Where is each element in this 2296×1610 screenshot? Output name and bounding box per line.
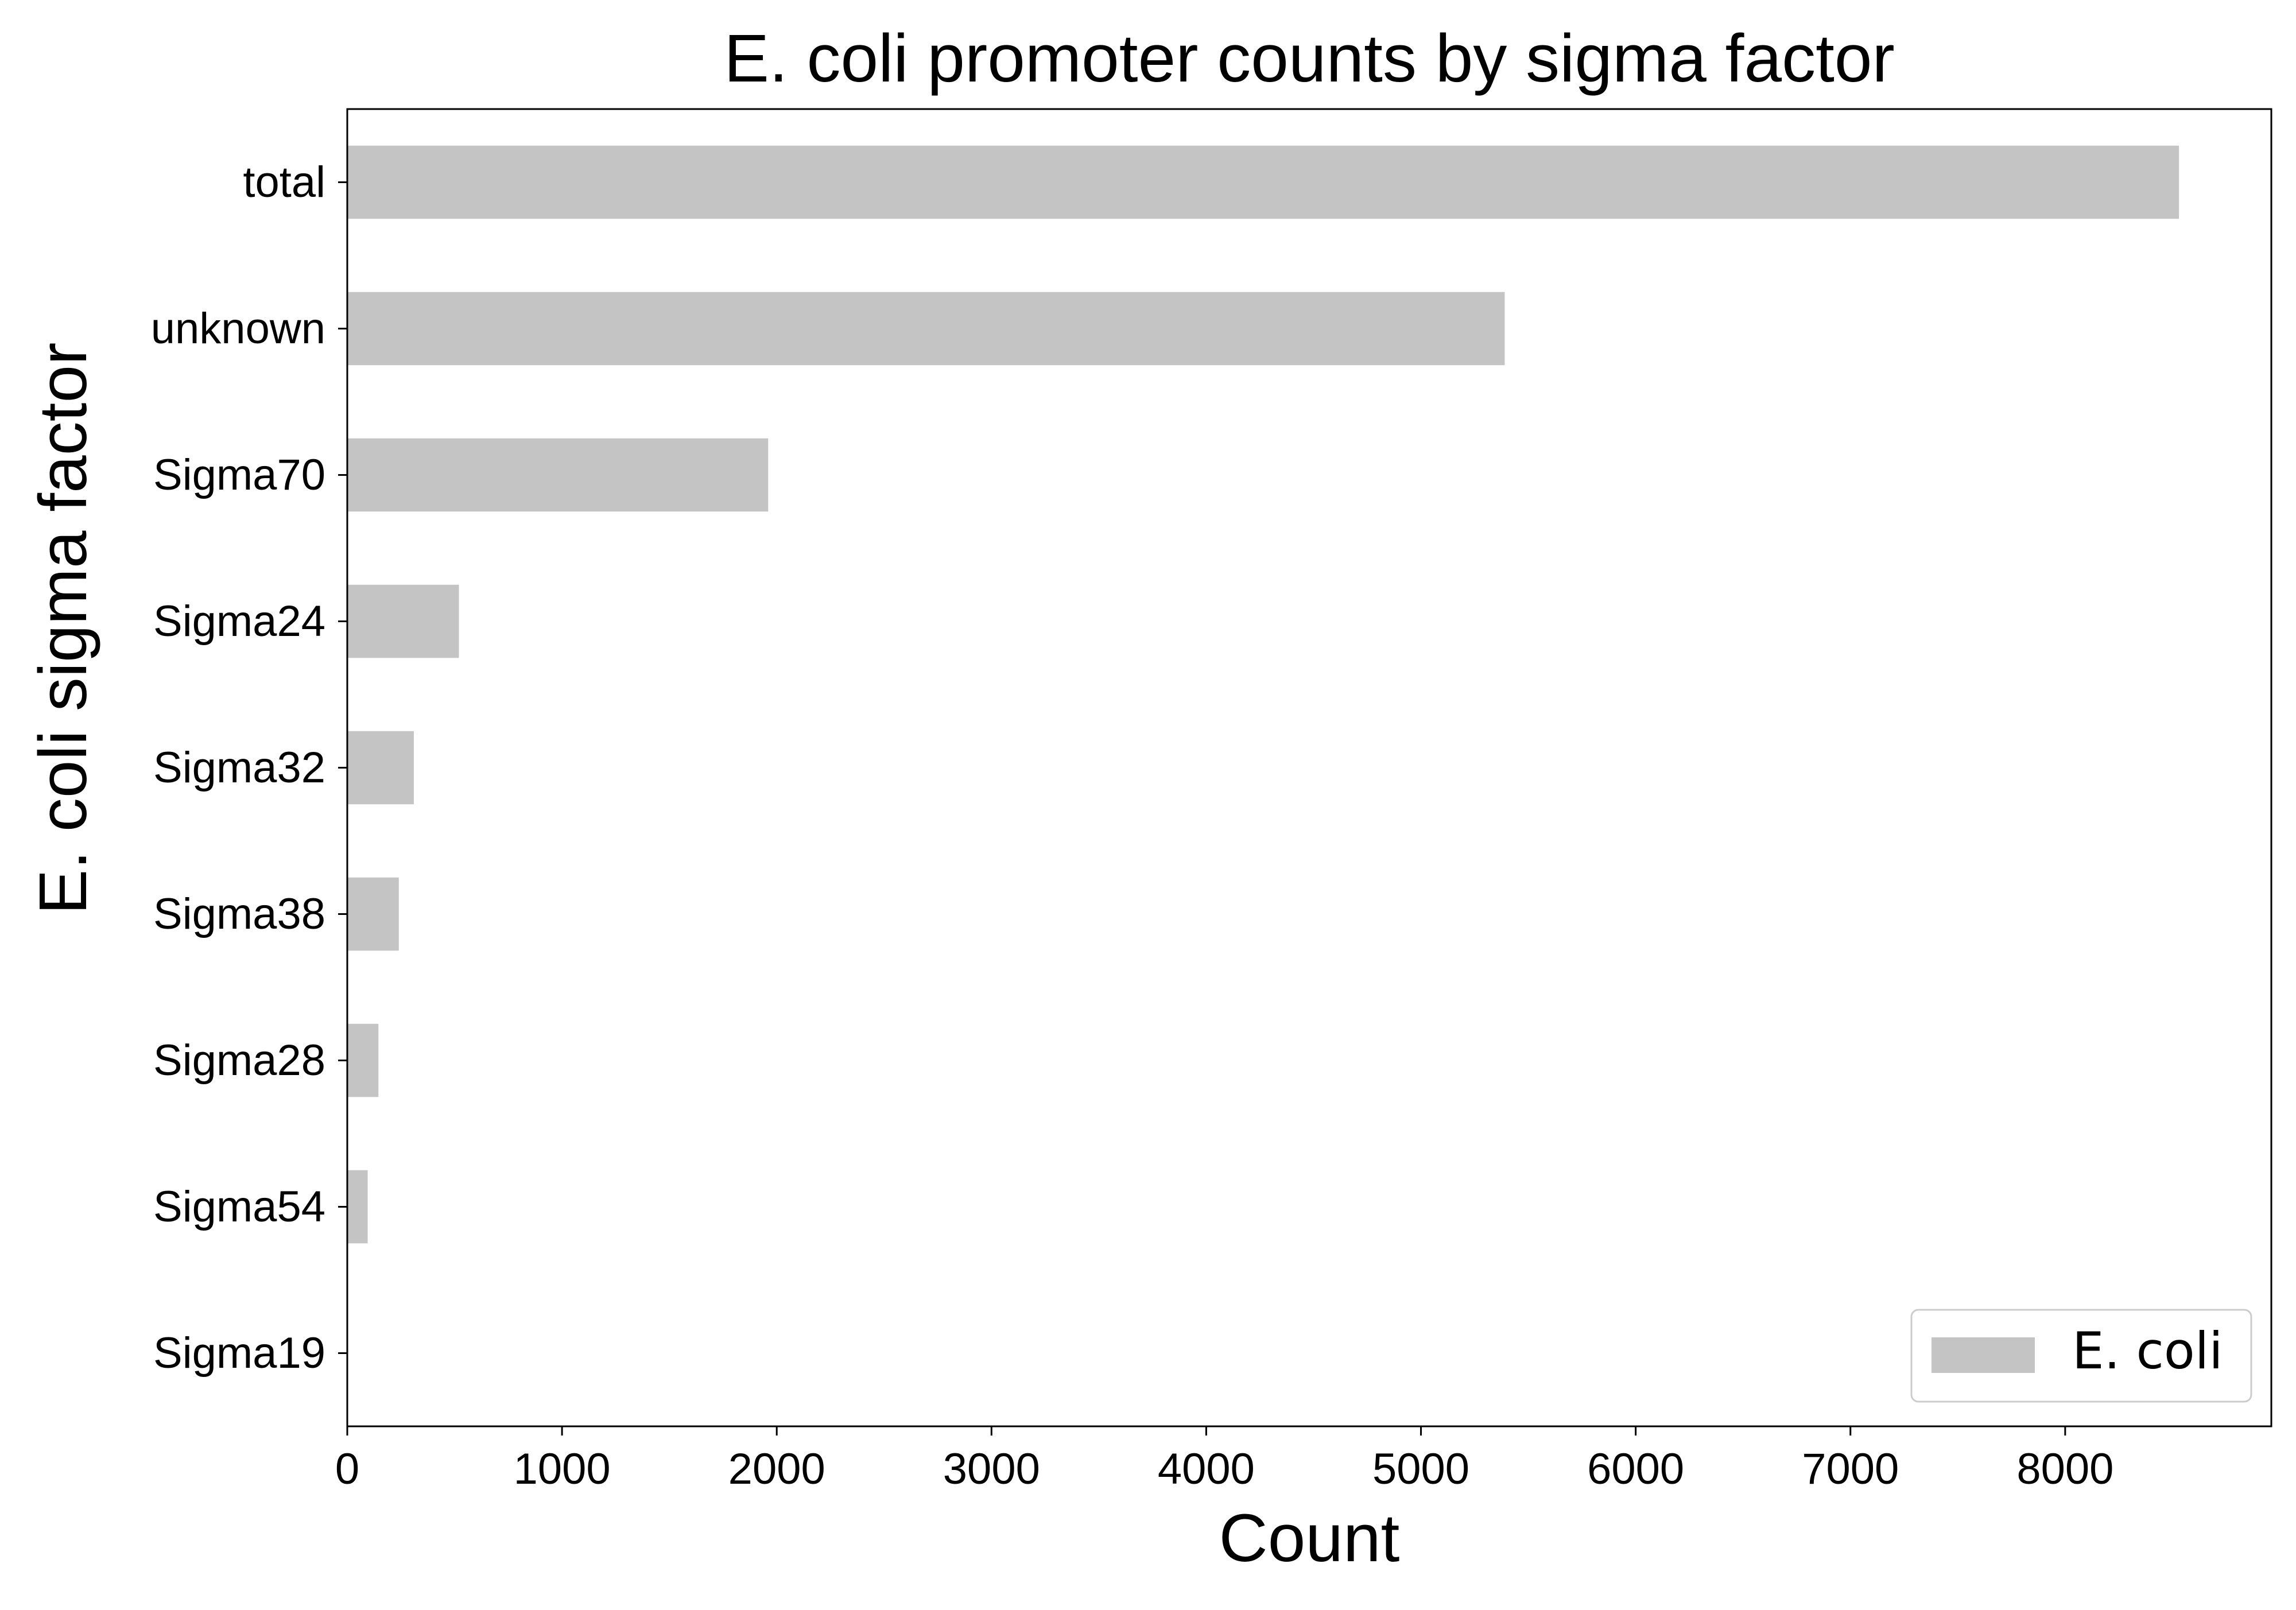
x-tick-label: 5000: [1372, 1445, 1469, 1493]
bar-sigma24: [347, 584, 459, 658]
x-axis-label: Count: [1219, 1500, 1400, 1576]
bar-sigma70: [347, 438, 769, 512]
y-tick-label: Sigma70: [153, 451, 325, 499]
y-axis-ticks: total unknown Sigma70 Sigma24 Sigma32 Sigma38…: [151, 158, 347, 1378]
bar-total: [347, 145, 2179, 219]
x-tick-label: 2000: [728, 1445, 825, 1493]
y-tick-label: Sigma32: [153, 743, 325, 792]
bar-sigma32: [347, 731, 414, 805]
chart-title: E. coli promoter counts by sigma factor: [724, 21, 1895, 96]
y-tick-label: total: [243, 158, 325, 207]
x-tick-label: 0: [335, 1445, 359, 1493]
legend: E. coli: [1910, 1309, 2252, 1403]
legend-box: [1910, 1309, 2252, 1403]
plot-frame: [346, 108, 2272, 1427]
bar-sigma38: [347, 877, 399, 951]
x-axis-ticks: 0 1000 2000 3000 4000 5000 6000 7000 8000: [335, 1426, 2113, 1493]
y-tick-label: Sigma19: [153, 1329, 325, 1378]
x-tick-label: 4000: [1158, 1445, 1255, 1493]
x-tick-label: 3000: [943, 1445, 1040, 1493]
x-tick-label: 1000: [514, 1445, 611, 1493]
bars-layer: [347, 145, 2179, 1244]
y-tick-label: Sigma38: [153, 890, 325, 938]
x-tick-label: 8000: [2016, 1445, 2113, 1493]
legend-label: E. coli: [2072, 1321, 2223, 1380]
y-tick-label: unknown: [151, 304, 325, 353]
y-axis-label: E. coli sigma factor: [25, 343, 101, 915]
legend-swatch: [1932, 1337, 2035, 1373]
x-tick-label: 7000: [1802, 1445, 1899, 1493]
x-tick-label: 6000: [1587, 1445, 1684, 1493]
bar-sigma28: [347, 1023, 379, 1097]
y-tick-label: Sigma28: [153, 1036, 325, 1085]
y-tick-label: Sigma24: [153, 597, 325, 646]
y-tick-label: Sigma54: [153, 1182, 325, 1231]
bar-sigma54: [347, 1170, 368, 1244]
bar-unknown: [347, 292, 1505, 366]
